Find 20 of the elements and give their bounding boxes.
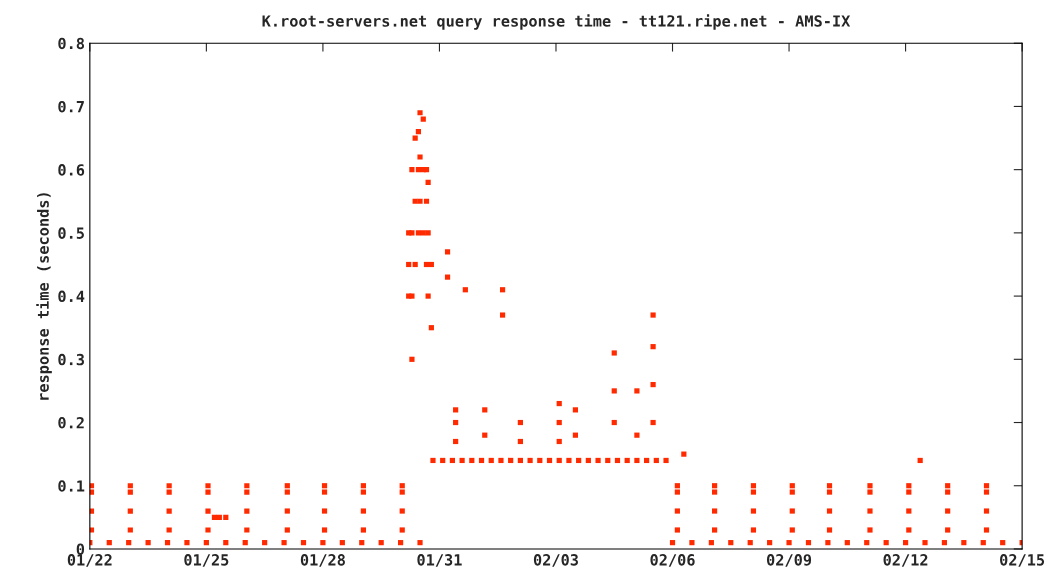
- y-tick-label: 0.2: [58, 416, 84, 429]
- x-tick-label: 01/25: [184, 554, 229, 567]
- y-tick-label: 0.1: [58, 480, 85, 492]
- x-tick-label: 01/28: [300, 554, 345, 567]
- y-tick-label: 0.6: [58, 164, 85, 176]
- x-tick-label: 01/22: [67, 554, 112, 567]
- y-tick-label: 0.7: [58, 100, 84, 113]
- x-tick-label: 02/09: [766, 554, 812, 567]
- y-tick-label: 0.3: [58, 353, 84, 366]
- y-tick-label: 0: [76, 543, 85, 555]
- y-tick-label: 0.4: [58, 290, 85, 303]
- x-tick-label: 02/15: [1000, 554, 1045, 567]
- x-tick-label: 02/06: [650, 554, 695, 567]
- x-tick-label: 02/12: [883, 554, 928, 567]
- x-tick-label: 01/31: [417, 554, 462, 567]
- x-tick-label: 02/03: [533, 554, 578, 567]
- chart-title: K.root-servers.net query response time - tt121.ripe.net - AMS-IX: [262, 14, 851, 30]
- y-tick-label: 0.5: [58, 227, 84, 239]
- y-axis-title: response time (seconds): [36, 193, 52, 400]
- y-tick-label: 0.8: [58, 37, 85, 50]
